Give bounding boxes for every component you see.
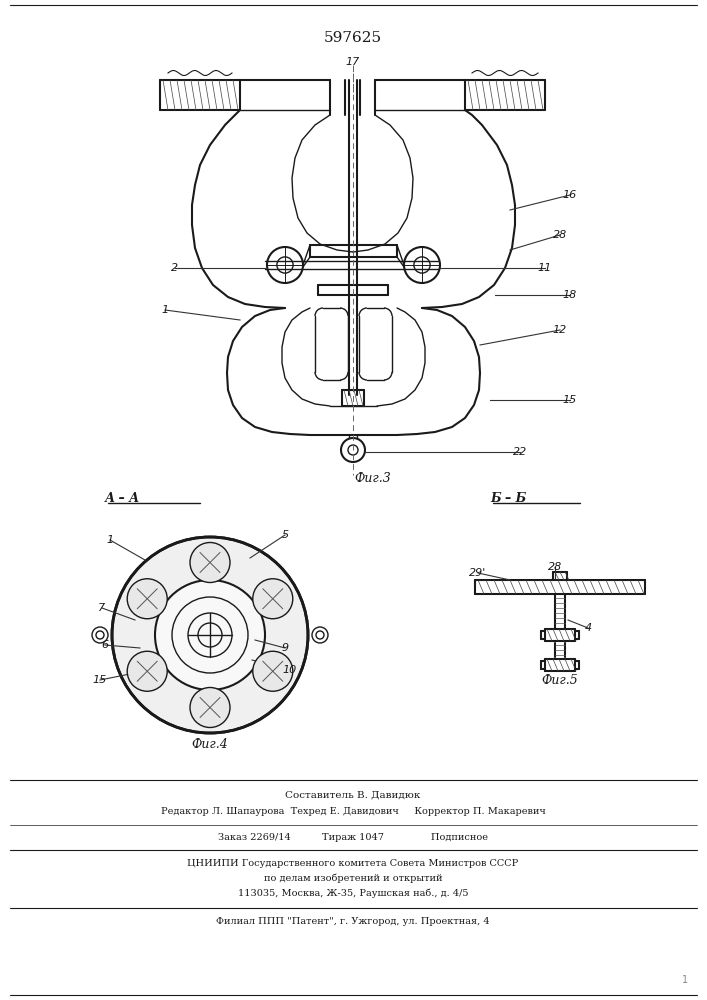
Text: Фиг.3: Фиг.3 [355, 472, 392, 485]
Text: 15: 15 [93, 675, 107, 685]
Text: 11: 11 [538, 263, 552, 273]
Text: 15: 15 [563, 395, 577, 405]
Text: 1: 1 [161, 305, 168, 315]
Circle shape [127, 579, 168, 619]
Circle shape [190, 542, 230, 582]
Text: Фиг.5: Фиг.5 [542, 674, 578, 686]
Text: 597625: 597625 [324, 31, 382, 45]
Text: Редактор Л. Шапаурова  Техред Е. Давидович     Корректор П. Макаревич: Редактор Л. Шапаурова Техред Е. Давидови… [160, 808, 545, 816]
Text: 17: 17 [346, 57, 360, 67]
Text: 9: 9 [281, 643, 288, 653]
Circle shape [155, 580, 265, 690]
Text: 28: 28 [548, 562, 562, 572]
Text: 5: 5 [281, 530, 288, 540]
Text: Филиал ППП "Патент", г. Ужгород, ул. Проектная, 4: Филиал ППП "Патент", г. Ужгород, ул. Про… [216, 918, 490, 926]
Circle shape [253, 651, 293, 691]
Text: 1: 1 [107, 535, 114, 545]
Text: Заказ 2269/14          Тираж 1047               Подписное: Заказ 2269/14 Тираж 1047 Подписное [218, 834, 488, 842]
Text: 22: 22 [513, 447, 527, 457]
Text: 7: 7 [98, 603, 105, 613]
Text: Фиг.4: Фиг.4 [192, 738, 228, 752]
Text: 10: 10 [283, 665, 297, 675]
Text: 29': 29' [469, 568, 486, 578]
Text: 1: 1 [682, 975, 688, 985]
Text: 16: 16 [563, 190, 577, 200]
Text: по делам изобретений и открытий: по делам изобретений и открытий [264, 873, 443, 883]
Text: ЦНИИПИ Государственного комитета Совета Министров СССР: ЦНИИПИ Государственного комитета Совета … [187, 858, 519, 867]
Text: 12: 12 [553, 325, 567, 335]
Text: 6: 6 [101, 640, 109, 650]
Text: 28: 28 [553, 230, 567, 240]
Text: 2: 2 [171, 263, 179, 273]
Circle shape [253, 579, 293, 619]
Text: Б – Б: Б – Б [490, 491, 526, 504]
Text: А – А: А – А [105, 491, 140, 504]
Text: 4: 4 [585, 623, 592, 633]
Text: Составитель В. Давидюк: Составитель В. Давидюк [286, 790, 421, 800]
Circle shape [127, 651, 168, 691]
Text: 18: 18 [563, 290, 577, 300]
Circle shape [112, 537, 308, 733]
Circle shape [190, 688, 230, 728]
Text: 113035, Москва, Ж-35, Раушская наб., д. 4/5: 113035, Москва, Ж-35, Раушская наб., д. … [238, 888, 468, 898]
